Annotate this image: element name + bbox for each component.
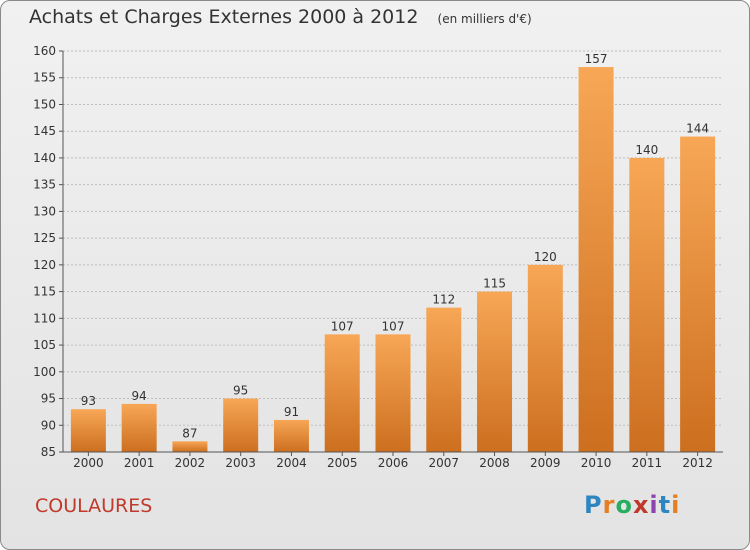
value-label-2012: 144 xyxy=(686,122,709,136)
value-label-2000: 93 xyxy=(81,394,96,408)
y-tick-label: 110 xyxy=(33,311,56,325)
bar-2002 xyxy=(172,441,208,452)
y-tick-label: 120 xyxy=(33,258,56,272)
x-tick-label-2007: 2007 xyxy=(428,456,459,470)
y-tick-label: 95 xyxy=(41,392,56,406)
value-label-2009: 120 xyxy=(534,250,557,264)
x-tick-label-2010: 2010 xyxy=(581,456,612,470)
y-tick-label: 125 xyxy=(33,231,56,245)
bars xyxy=(70,67,716,452)
bar-2010 xyxy=(578,67,614,452)
value-label-2006: 107 xyxy=(382,319,405,333)
bar-2001 xyxy=(121,403,157,452)
y-tick-label: 155 xyxy=(33,71,56,85)
logo-letter: r xyxy=(602,491,616,519)
x-tick-label-2000: 2000 xyxy=(73,456,104,470)
x-tick-label-2001: 2001 xyxy=(124,456,155,470)
bar-2000 xyxy=(70,409,106,452)
y-tick-label: 160 xyxy=(33,44,56,58)
bar-2006 xyxy=(375,334,411,452)
chart-unit: (en milliers d'€) xyxy=(437,12,532,26)
value-label-2001: 94 xyxy=(132,389,147,403)
value-label-2005: 107 xyxy=(331,319,354,333)
x-tick-label-2003: 2003 xyxy=(225,456,256,470)
y-tick-label: 90 xyxy=(41,418,56,432)
y-tick-label: 150 xyxy=(33,97,56,111)
y-tick-label: 145 xyxy=(33,124,56,138)
x-tick-label-2012: 2012 xyxy=(682,456,713,470)
y-tick-label: 115 xyxy=(33,285,56,299)
bar-2009 xyxy=(527,264,563,452)
x-tick-label-2008: 2008 xyxy=(479,456,510,470)
y-tick-label: 135 xyxy=(33,178,56,192)
x-tick-label-2011: 2011 xyxy=(632,456,663,470)
y-axis: 85 90 95 100 105 110 115 120 125 130 135 140 145 150 1… xyxy=(33,44,64,459)
logo-letter: t xyxy=(658,491,672,519)
y-tick-label: 105 xyxy=(33,338,56,352)
y-tick-label: 100 xyxy=(33,365,56,379)
y-tick-label: 140 xyxy=(33,151,56,165)
bar-2003 xyxy=(223,398,259,452)
value-label-2004: 91 xyxy=(284,405,299,419)
bar-2004 xyxy=(273,419,309,452)
value-label-2011: 140 xyxy=(635,143,658,157)
y-tick-label: 85 xyxy=(41,445,56,459)
grid-lines xyxy=(63,50,723,453)
value-label-2003: 95 xyxy=(233,384,248,398)
x-tick-label-2009: 2009 xyxy=(530,456,561,470)
proxiti-logo[interactable]: Proxiti xyxy=(584,491,680,519)
bar-2005 xyxy=(324,334,360,452)
chart-title: Achats et Charges Externes 2000 à 2012 xyxy=(29,6,419,28)
x-tick-label-2005: 2005 xyxy=(327,456,358,470)
value-label-2007: 112 xyxy=(432,293,455,307)
logo-letter: o xyxy=(615,491,633,519)
bar-2007 xyxy=(426,307,462,452)
value-label-2010: 157 xyxy=(585,52,608,66)
commune-name: COULAURES xyxy=(35,495,153,517)
y-tick-label: 130 xyxy=(33,204,56,218)
bar-2012 xyxy=(680,136,716,452)
chart-title-block: Achats et Charges Externes 2000 à 2012 (… xyxy=(29,6,532,28)
x-tick-label-2002: 2002 xyxy=(175,456,206,470)
value-label-2008: 115 xyxy=(483,277,506,291)
logo-letter: x xyxy=(632,491,650,519)
bar-2008 xyxy=(477,291,513,452)
value-label-2002: 87 xyxy=(182,426,197,440)
x-tick-label-2006: 2006 xyxy=(378,456,409,470)
bar-2011 xyxy=(629,157,665,452)
logo-letter: P xyxy=(584,491,603,519)
x-axis: 2000 2001 2002 2003 2004 2005 2006 2007 2008 2009… xyxy=(63,451,723,470)
logo-letter: i xyxy=(671,491,681,519)
logo-letter: i xyxy=(649,491,659,519)
x-tick-label-2004: 2004 xyxy=(276,456,307,470)
value-labels: 93 94 87 95 91 107 107 112 115 120 157 140 144 xyxy=(81,52,709,440)
